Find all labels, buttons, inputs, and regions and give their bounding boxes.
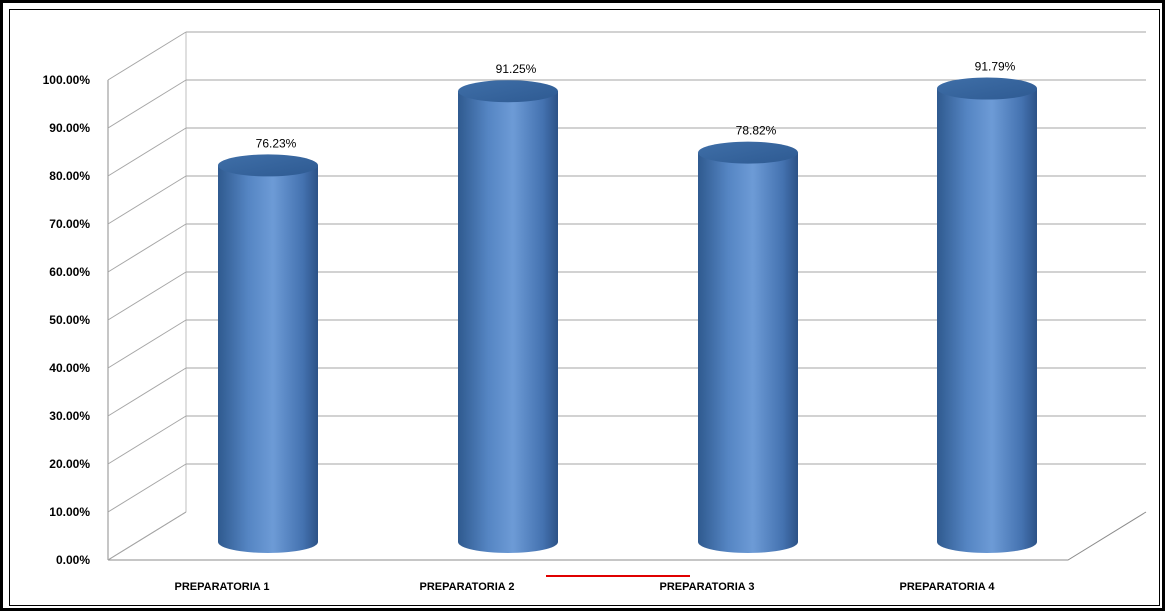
y-tick-label: 100.00% [43,73,91,87]
floor-edge [108,511,1147,561]
x-axis-ticks: PREPARATORIA 1 PREPARATORIA 2 PREPARATORIA… [175,581,996,593]
bar-body [458,91,558,553]
y-tick-label: 80.00% [49,169,90,183]
gridline-side [107,79,187,129]
bars [218,77,1037,553]
bar-top [698,141,798,164]
bar-top [458,80,558,103]
gridline-side [107,127,187,177]
bar-body [218,165,318,553]
chart-frame-inner [9,9,1160,606]
data-label: 91.79% [975,60,1016,74]
bar [218,154,318,553]
data-labels: 76.23% 91.25% 78.82% 91.79% [256,60,1016,151]
x-tick-label: PREPARATORIA 2 [420,581,515,593]
bar-top [218,154,318,177]
gridline-side [107,271,187,321]
y-tick-label: 20.00% [49,457,90,471]
y-tick-label: 60.00% [49,265,90,279]
gridline-side [107,415,187,465]
bar-top [937,77,1037,100]
y-axis-ticks: 0.00% 10.00% 20.00% 30.00% 40.00% 50.00% 60.00… [43,73,91,567]
gridline-side [107,511,187,561]
y-tick-label: 70.00% [49,217,90,231]
gridline-side [107,319,187,369]
x-tick-label: PREPARATORIA 4 [900,581,996,593]
y-tick-label: 30.00% [49,409,90,423]
y-tick-label: 40.00% [49,361,90,375]
data-label: 91.25% [496,62,537,76]
gridline-side [107,223,187,273]
gridline-side [107,367,187,417]
bar-body [937,88,1037,553]
data-label: 76.23% [256,136,297,150]
bar [458,80,558,553]
bar [698,141,798,553]
gridline-side [107,175,187,225]
y-tick-label: 50.00% [49,313,90,327]
y-tick-label: 90.00% [49,121,90,135]
y-tick-label: 10.00% [49,505,90,519]
x-tick-label: PREPARATORIA 3 [660,581,755,593]
x-tick-label: PREPARATORIA 1 [175,581,270,593]
gridline-side [107,31,187,81]
bar [937,77,1037,553]
data-label: 78.82% [736,124,777,138]
y-tick-label: 0.00% [56,553,90,567]
bar-body [698,152,798,553]
gridline-side [107,463,187,513]
